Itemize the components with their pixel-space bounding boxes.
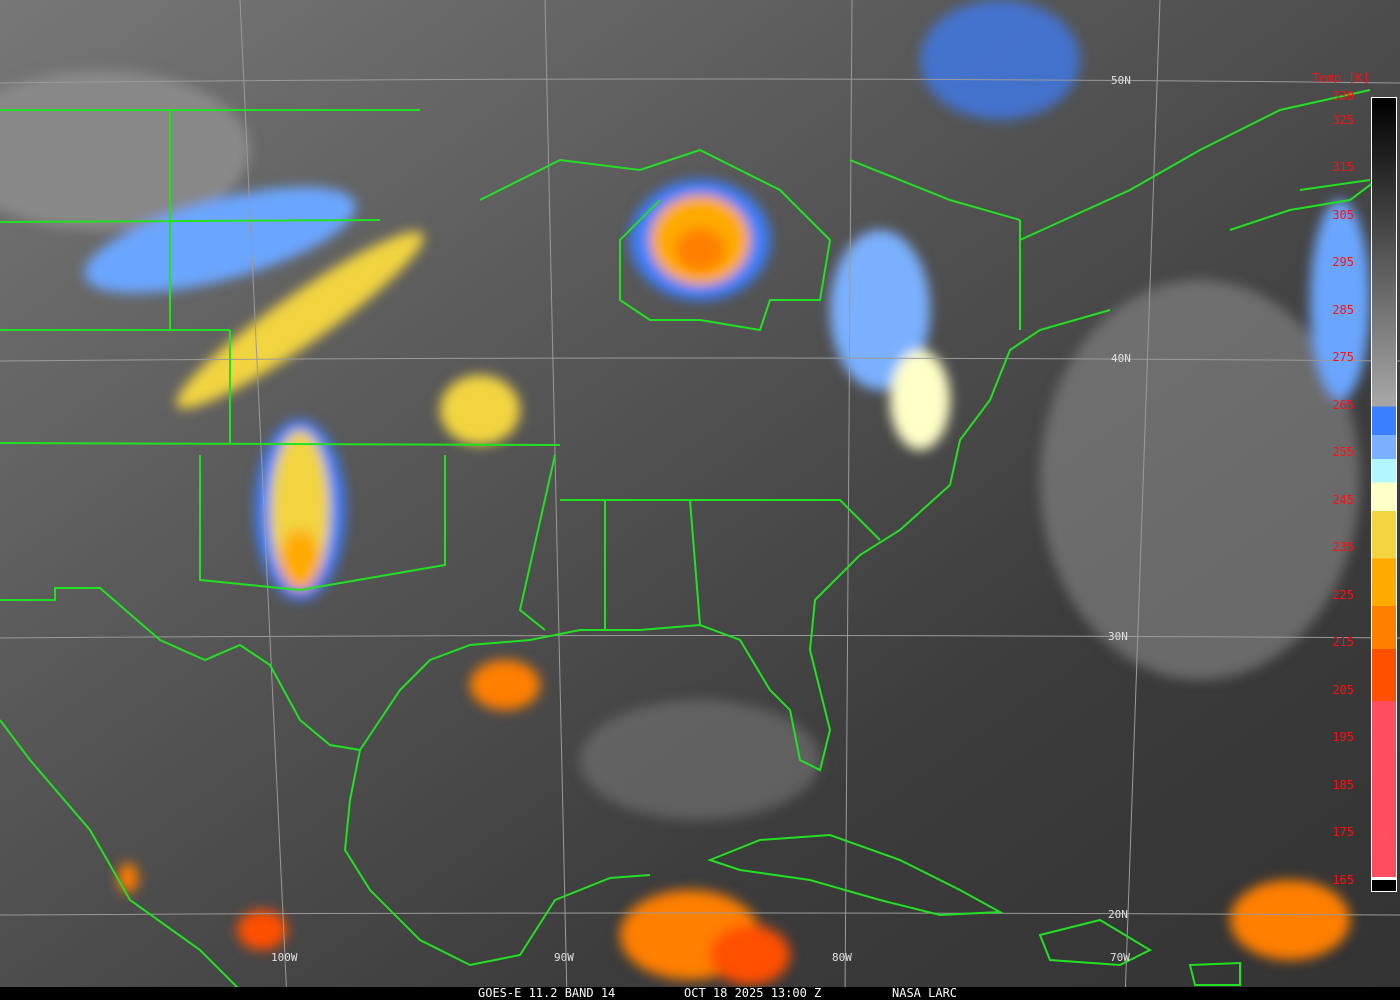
colorbar-tick-label: 315 (1332, 160, 1354, 175)
colorbar-tick-label: 255 (1332, 445, 1354, 460)
lat-label-20n: 20N (1108, 908, 1128, 921)
colorbar-tick-label: 185 (1332, 777, 1354, 792)
lat-label-50n: 50N (1111, 74, 1131, 87)
lon-label-80w: 80W (832, 951, 852, 964)
credit-label: NASA LARC (892, 986, 958, 1000)
colorbar-tick-label: 175 (1332, 825, 1354, 840)
colorbar-tick-label: 205 (1332, 682, 1354, 697)
colorbar-tick-label: 265 (1332, 397, 1354, 412)
lon-label-100w: 100W (271, 951, 298, 964)
colorbar-tick-label: 215 (1332, 635, 1354, 650)
lat-label-30n: 30N (1108, 630, 1128, 643)
satellite-band-label: GOES-E 11.2 BAND 14 (478, 986, 616, 1000)
cloud-layer (0, 0, 1370, 985)
colorbar-tick-label: 225 (1332, 587, 1354, 602)
temperature-colorbar (1371, 97, 1397, 892)
colorbar-tick-label: 295 (1332, 255, 1354, 270)
lon-label-90w: 90W (554, 951, 574, 964)
boundaries (0, 89, 1391, 991)
lat-label-40n: 40N (1111, 352, 1131, 365)
colorbar-tick-label: 235 (1332, 540, 1354, 555)
colorbar-title: Temp [K] (1312, 71, 1370, 85)
lon-label-70w: 70W (1110, 951, 1130, 964)
caption-bar: GOES-E 11.2 BAND 14 OCT 18 2025 13:00 Z … (0, 987, 1400, 1000)
colorbar-tick-label: 285 (1332, 302, 1354, 317)
colorbar-tick-label: 325 (1332, 112, 1354, 127)
colorbar-tick-label: 195 (1332, 730, 1354, 745)
colorbar-tick-label: 305 (1332, 207, 1354, 222)
colorbar-tick-label: 275 (1332, 350, 1354, 365)
datetime-label: OCT 18 2025 13:00 Z (684, 986, 822, 1000)
colorbar-tick-label: 245 (1332, 492, 1354, 507)
colorbar-tick-label: 165 (1332, 872, 1354, 887)
colorbar-tick-label: 330 (1332, 89, 1354, 103)
